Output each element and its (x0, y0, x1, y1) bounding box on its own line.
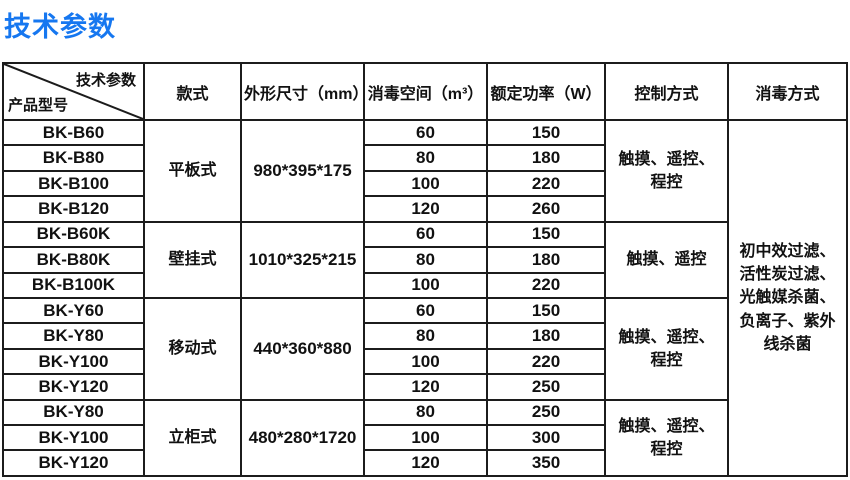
model-cell: BK-B60 (2, 118, 145, 147)
space-cell: 60 (363, 118, 488, 147)
space-cell: 120 (363, 449, 488, 477)
model-cell: BK-Y100 (2, 347, 145, 376)
space-cell: 60 (363, 296, 488, 325)
table-row: BK-B60K 壁挂式 1010*325*215 60 150 触摸、遥控 (2, 220, 847, 299)
space-cell: 80 (363, 246, 488, 274)
control-cell: 触摸、遥控、程控 (604, 398, 729, 478)
corner-header-cell: 技术参数 产品型号 (2, 62, 145, 121)
header-rated-power: 额定功率（W） (486, 62, 606, 121)
table-body: BK-B60 平板式 980*395*175 60 150 触摸、遥控、程控 初中效过滤、活… (2, 118, 848, 478)
table-row: BK-Y80 立柜式 480*280*1720 80 250 触摸、遥控、程控 (2, 398, 847, 478)
power-cell: 150 (486, 220, 606, 249)
power-cell: 250 (486, 398, 606, 427)
space-cell: 120 (363, 195, 488, 223)
model-cell: BK-B60K (2, 220, 145, 249)
power-cell: 150 (486, 296, 606, 325)
table-row: BK-B60 平板式 980*395*175 60 150 触摸、遥控、程控 初中效过滤、活… (2, 118, 848, 477)
header-style: 款式 (143, 62, 242, 121)
space-cell: 100 (363, 424, 488, 452)
style-cell: 立柜式 (143, 398, 242, 478)
power-cell: 220 (486, 271, 606, 299)
space-cell: 100 (363, 169, 488, 198)
control-cell: 触摸、遥控、程控 (604, 296, 729, 401)
table-row: BK-Y60 移动式 440*360*880 60 150 触摸、遥控、程控 (2, 296, 847, 401)
space-cell: 80 (363, 322, 488, 350)
table-row: BK-B80 80 180 (2, 144, 847, 172)
model-cell: BK-B80 (2, 144, 145, 172)
power-cell: 300 (486, 424, 606, 452)
space-cell: 100 (363, 347, 488, 376)
header-disinfection-space: 消毒空间（m³） (363, 62, 488, 121)
table-row: BK-Y80 80 180 (2, 322, 847, 350)
power-cell: 150 (486, 118, 606, 147)
control-cell: 触摸、遥控 (604, 220, 729, 299)
power-cell: 180 (486, 144, 606, 172)
header-control-method: 控制方式 (604, 62, 729, 121)
dimensions-cell: 1010*325*215 (240, 220, 365, 299)
power-cell: 220 (486, 169, 606, 198)
space-cell: 80 (363, 144, 488, 172)
dimensions-cell: 440*360*880 (240, 296, 365, 401)
dimensions-cell: 980*395*175 (240, 119, 365, 223)
header-row: 技术参数 产品型号 款式 外形尺寸（mm） 消毒空间（m³） 额定功率（W） 控… (2, 62, 848, 121)
space-cell: 100 (363, 271, 488, 299)
table-row: BK-B120 120 260 (2, 195, 847, 223)
table-row: BK-Y100 100 300 (2, 424, 847, 452)
model-cell: BK-B100K (2, 271, 145, 299)
space-cell: 60 (363, 220, 488, 249)
power-cell: 260 (486, 195, 606, 223)
table-row: BK-Y120 120 350 (2, 449, 847, 477)
power-cell: 250 (486, 373, 606, 401)
model-cell: BK-Y120 (2, 373, 145, 401)
model-cell: BK-B120 (2, 195, 145, 223)
style-cell: 平板式 (143, 119, 242, 223)
page-title: 技术参数 (4, 12, 116, 42)
model-cell: BK-Y80 (2, 322, 145, 350)
power-cell: 220 (486, 347, 606, 376)
space-cell: 120 (363, 373, 488, 401)
dimensions-cell: 480*280*1720 (240, 398, 365, 478)
diagonal-divider (4, 64, 143, 119)
spec-table: 技术参数 产品型号 款式 外形尺寸（mm） 消毒空间（m³） 额定功率（W） 控… (2, 62, 848, 478)
power-cell: 180 (486, 246, 606, 274)
model-cell: BK-Y100 (2, 424, 145, 452)
style-cell: 壁挂式 (143, 220, 242, 299)
power-cell: 180 (486, 322, 606, 350)
header-disinfection-method: 消毒方式 (727, 62, 848, 121)
model-cell: BK-B100 (2, 169, 145, 198)
table-row: BK-B100K 100 220 (2, 271, 847, 299)
model-cell: BK-Y80 (2, 398, 145, 427)
model-cell: BK-B80K (2, 246, 145, 274)
style-cell: 移动式 (143, 296, 242, 401)
table-row: BK-Y100 100 220 (2, 347, 847, 376)
corner-label-product-model: 产品型号 (8, 97, 69, 114)
table-row: BK-Y120 120 250 (2, 373, 847, 401)
table-row: BK-B100 100 220 (2, 169, 847, 198)
model-cell: BK-Y60 (2, 296, 145, 325)
table-row: BK-B80K 80 180 (2, 246, 847, 274)
space-cell: 80 (363, 398, 488, 427)
control-cell: 触摸、遥控、程控 (604, 119, 729, 223)
disinfection-cell: 初中效过滤、活性炭过滤、光触媒杀菌、负离子、紫外线杀菌 (727, 119, 848, 477)
header-dimensions: 外形尺寸（mm） (240, 62, 365, 121)
corner-label-tech-params: 技术参数 (75, 72, 136, 89)
model-cell: BK-Y120 (2, 449, 145, 477)
power-cell: 350 (486, 449, 606, 477)
